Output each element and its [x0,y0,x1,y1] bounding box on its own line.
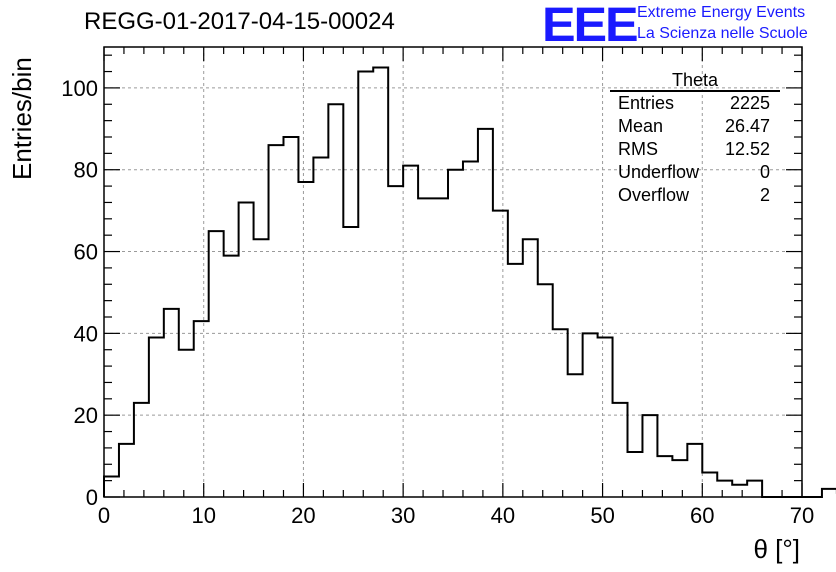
histogram-bin [298,182,313,497]
histogram-bin [523,239,538,497]
stats-row: Entries 2225 [612,92,778,115]
x-axis-label: θ [°] [753,534,800,564]
histogram-bin [358,72,373,497]
histogram-bin [628,452,643,497]
y-tick-label: 60 [74,240,98,265]
histogram-bin [538,284,553,497]
histogram-bin [164,309,179,497]
histogram-bin [448,170,463,497]
stats-row: Mean 26.47 [612,115,778,138]
histogram-bin [104,477,119,497]
stats-row-value: 2225 [729,93,770,113]
histogram-bin [717,481,732,497]
histogram-bin [209,231,224,497]
x-tick-label: 50 [590,503,614,528]
histogram-bin [328,104,343,497]
stats-row-label: Mean [618,116,664,136]
logo-line-1: Extreme Energy Events [637,4,806,21]
y-tick-label: 0 [86,485,98,510]
stats-title: Theta [610,70,780,92]
y-tick-label: 40 [74,321,98,346]
x-tick-label: 40 [491,503,515,528]
stats-rows: Entries 2225 Mean 26.47 RMS 12.52 Underflow 0 Ov… [612,92,778,207]
y-axis-label: Entries/bin [7,57,37,180]
histogram-bin [403,166,418,497]
histogram-bin [388,186,403,497]
histogram-bin [254,239,269,497]
eee-logo: EEE [542,0,639,52]
histogram-bin [613,403,628,497]
histogram-series [103,66,836,498]
logo-line-2: La Scienza nelle Scuole [637,25,808,42]
histogram-bin [239,202,254,497]
y-tick-label: 80 [74,158,98,183]
histogram-bin [493,211,508,497]
histogram-bin [373,67,388,497]
histogram-bin [553,329,568,497]
histogram-bin [642,415,657,497]
x-tick-label: 10 [191,503,215,528]
stats-row: Underflow 0 [612,161,778,184]
stats-row: Overflow 2 [612,184,778,207]
stats-row-value: 0 [759,162,770,182]
histogram-bin [687,444,702,497]
y-tick-label: 20 [74,403,98,428]
histogram-bin [418,198,433,497]
x-tick-label: 70 [790,503,814,528]
plot-frame [103,46,803,498]
chart-title: REGG-01-2017-04-15-00024 [84,8,395,35]
histogram-outline [103,66,836,498]
histogram-bin [822,489,836,497]
histogram-bin [598,337,613,497]
histogram-bin [433,198,448,497]
y-tick-label: 100 [61,76,98,101]
x-tick-label: 20 [291,503,315,528]
histogram-bin [224,256,239,497]
stats-row-label: Underflow [618,162,700,182]
histogram-bin [463,162,478,497]
stats-row-value: 26.47 [724,116,770,136]
stats-row-label: Entries [618,93,675,113]
histogram-bin [134,403,149,497]
histogram-bin [313,157,328,497]
stats-row-label: RMS [618,139,658,159]
histogram-bin [747,481,762,497]
stats-row-label: Overflow [618,185,690,205]
x-tick-label: 0 [98,503,110,528]
histogram-bin [508,264,523,497]
histogram-bin [478,129,493,497]
histogram-bin [149,337,164,497]
stats-row: RMS 12.52 [612,138,778,161]
histogram-bin [702,472,717,497]
histogram-bin [179,350,194,497]
x-tick-label: 60 [690,503,714,528]
histogram-bin [343,227,358,497]
histogram-bin [283,137,298,497]
histogram-bin [732,485,747,497]
histogram-bin [568,374,583,497]
axis-ticks [103,47,803,498]
x-tick-label: 30 [391,503,415,528]
histogram-bin [583,333,598,497]
stats-row-value: 12.52 [724,139,770,159]
stats-row-value: 2 [759,185,770,205]
histogram-bin [672,460,687,497]
stats-box: Theta Entries 2225 Mean 26.47 RMS 12.52 Underf… [610,70,780,207]
histogram-bin [657,456,672,497]
histogram-bin [269,145,284,497]
histogram-bin [194,321,209,497]
histogram-bin [119,444,134,497]
